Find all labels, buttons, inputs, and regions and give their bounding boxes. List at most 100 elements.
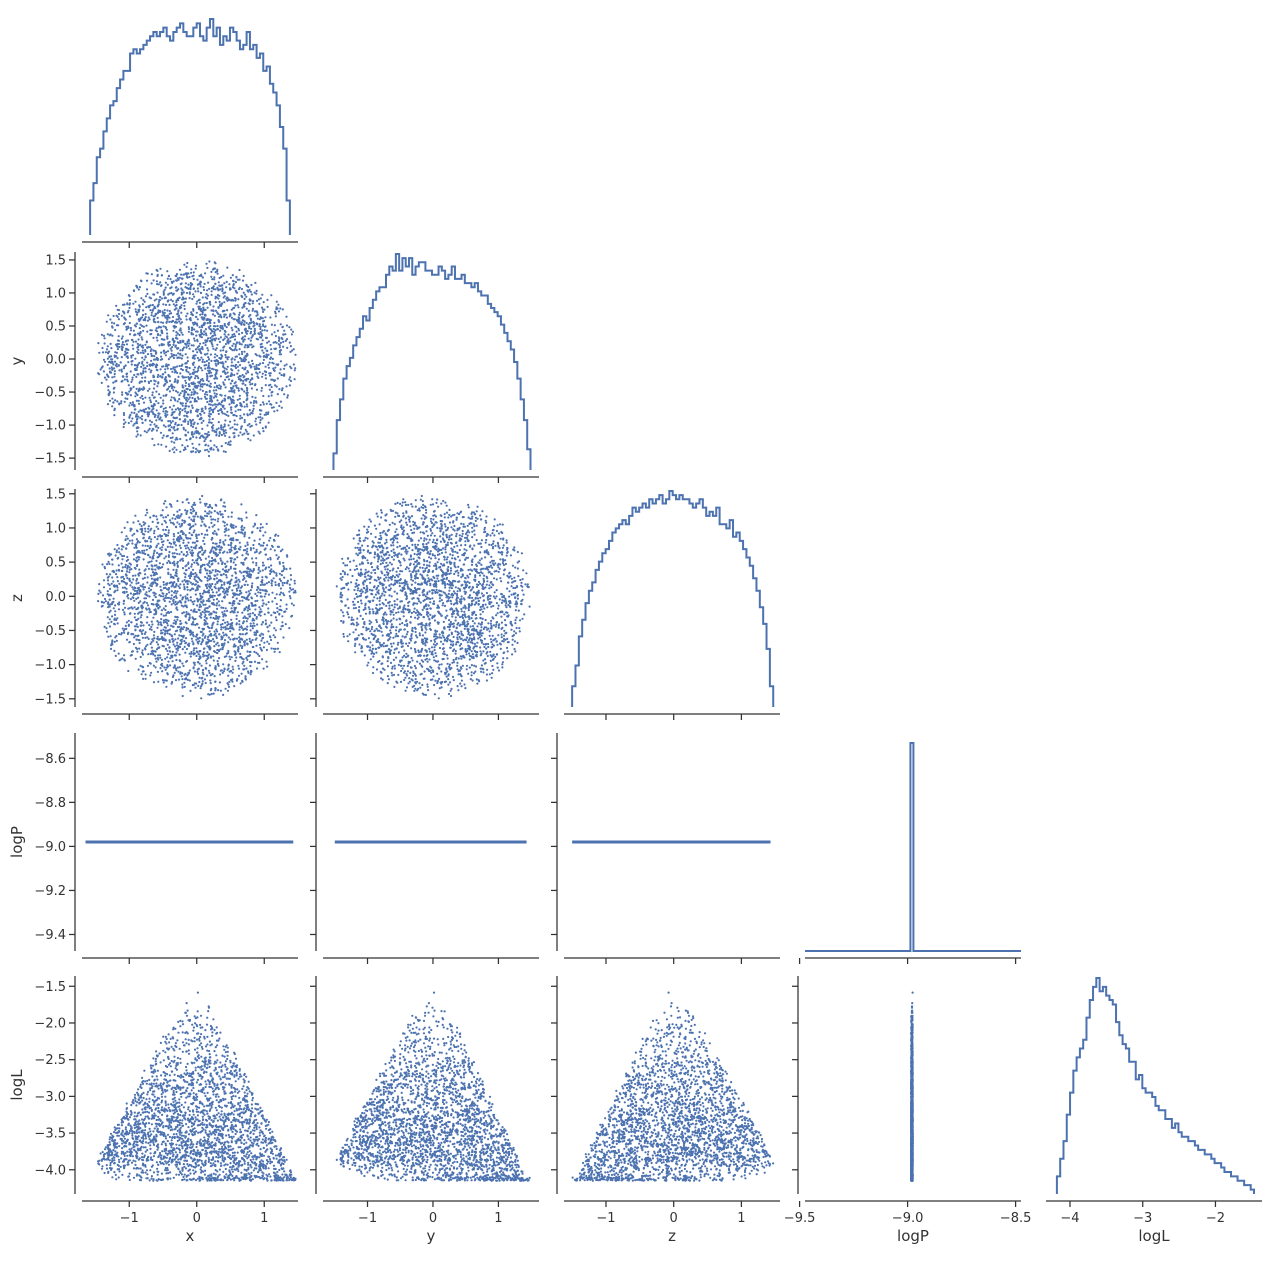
scatter-point	[267, 593, 270, 596]
scatter-point	[123, 590, 126, 593]
scatter-point	[205, 667, 208, 670]
scatter-point	[243, 583, 246, 586]
scatter-point	[210, 511, 213, 514]
scatter-point	[262, 394, 265, 398]
scatter-point	[240, 503, 243, 506]
scatter-point	[120, 345, 123, 348]
scatter-point	[274, 629, 277, 632]
scatter-point	[264, 623, 267, 626]
scatter-point	[189, 284, 192, 287]
scatter-point	[208, 412, 211, 415]
scatter-point	[244, 366, 247, 369]
scatter-point	[245, 638, 248, 641]
scatter-point	[293, 378, 296, 381]
scatter-point	[202, 651, 205, 654]
scatter-point	[243, 368, 246, 371]
scatter-point	[153, 579, 156, 582]
scatter-point	[234, 281, 237, 284]
scatter-point	[220, 316, 223, 319]
scatter-point	[134, 308, 137, 311]
scatter-point	[254, 420, 257, 423]
scatter-point	[172, 416, 175, 419]
scatter-point	[253, 613, 256, 617]
scatter-point	[174, 630, 177, 633]
scatter-point	[168, 640, 171, 644]
scatter-point	[263, 329, 266, 332]
scatter-point	[171, 650, 174, 653]
scatter-point	[224, 353, 227, 357]
scatter-point	[103, 342, 106, 345]
scatter-point	[131, 650, 134, 653]
scatter-point	[182, 532, 185, 535]
scatter-point	[171, 320, 175, 323]
scatter-point	[124, 624, 127, 628]
scatter-point	[204, 444, 207, 447]
scatter-point	[257, 332, 260, 335]
scatter-point	[117, 569, 121, 572]
scatter-point	[274, 310, 277, 313]
scatter-point	[241, 433, 244, 436]
scatter-point	[294, 367, 297, 370]
scatter-point	[207, 431, 210, 434]
scatter-point	[105, 378, 108, 381]
scatter-point	[212, 559, 215, 562]
scatter-point	[262, 301, 265, 304]
scatter-point	[278, 344, 281, 347]
scatter-point	[152, 336, 155, 339]
scatter-point	[161, 631, 164, 634]
scatter-point	[236, 304, 239, 307]
scatter-point	[289, 578, 293, 581]
scatter-point	[129, 370, 132, 373]
scatter-point	[131, 401, 134, 404]
scatter-point	[135, 551, 138, 555]
scatter-point	[211, 525, 214, 528]
scatter-point	[184, 672, 187, 676]
scatter-point	[148, 590, 151, 593]
scatter-point	[173, 308, 176, 311]
scatter-point	[269, 343, 272, 347]
scatter-point	[246, 389, 249, 392]
scatter-point	[262, 636, 265, 639]
scatter-point	[213, 640, 216, 643]
scatter-point	[196, 340, 199, 343]
scatter-point	[154, 329, 157, 332]
scatter-point	[203, 411, 206, 414]
scatter-point	[256, 317, 259, 320]
scatter-point	[209, 328, 212, 331]
scatter-point	[220, 424, 223, 427]
scatter-point	[166, 410, 169, 413]
scatter-point	[226, 336, 229, 339]
scatter-point	[248, 381, 251, 384]
scatter-point	[237, 306, 240, 309]
scatter-point	[167, 568, 170, 571]
scatter-point	[185, 629, 188, 632]
scatter-point	[150, 577, 153, 580]
scatter-point	[203, 364, 206, 367]
scatter-point	[238, 628, 241, 631]
scatter-point	[137, 332, 140, 335]
scatter-point	[282, 340, 285, 343]
scatter-point	[234, 653, 237, 657]
scatter-point	[138, 641, 141, 645]
scatter-point	[231, 286, 234, 289]
scatter-point	[140, 673, 143, 676]
scatter-point	[242, 291, 245, 294]
scatter-point	[158, 299, 161, 302]
scatter-point	[255, 615, 258, 619]
scatter-point	[115, 314, 118, 317]
scatter-point	[219, 513, 223, 516]
scatter-point	[123, 659, 126, 662]
scatter-point	[144, 677, 147, 680]
scatter-point	[233, 333, 236, 336]
scatter-point	[162, 394, 165, 397]
scatter-point	[164, 371, 167, 374]
scatter-point	[146, 581, 149, 584]
scatter-point	[174, 544, 177, 547]
scatter-point	[141, 325, 144, 328]
scatter-point	[201, 516, 204, 519]
scatter-point	[129, 387, 132, 390]
scatter-point	[139, 434, 142, 437]
scatter-point	[125, 535, 128, 538]
scatter-point	[211, 594, 214, 597]
scatter-point	[202, 379, 205, 382]
